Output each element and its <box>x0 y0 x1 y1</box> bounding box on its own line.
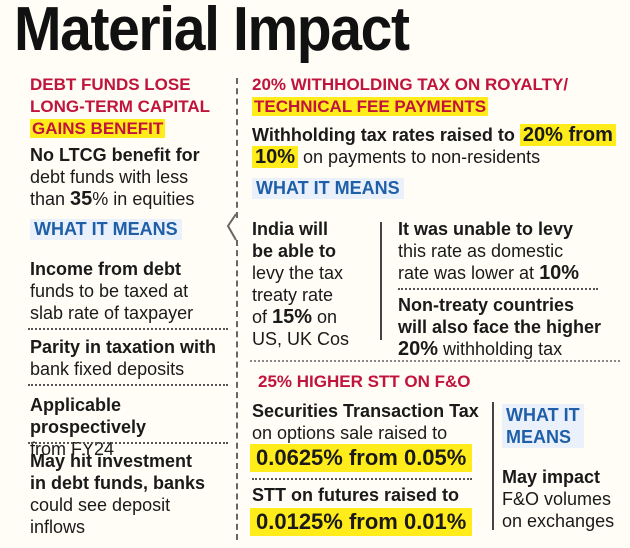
royalty-heading: 20% WITHHOLDING TAX ON ROYALTY/ TECHNICA… <box>252 75 569 116</box>
royalty-col-2b: Non-treaty countries will also face the … <box>398 295 602 360</box>
debt-point-3: Applicable prospectively from FY24 <box>30 395 147 459</box>
debt-what-it-means: WHAT IT MEANS <box>30 219 182 240</box>
divider <box>252 478 472 480</box>
column-divider <box>492 402 494 530</box>
debt-point-4: May hit investment in debt funds, banks … <box>30 451 206 537</box>
stt-futures-rate: 0.0125% from 0.01% <box>250 508 473 536</box>
column-divider <box>236 240 238 540</box>
stt-impact: May impact F&O volumes on exchanges <box>502 467 615 531</box>
stt-options: Securities Transaction Tax on options sa… <box>252 401 479 443</box>
debt-intro: No LTCG benefit for debt funds with less… <box>30 145 200 210</box>
debt-point-1: Income from debt funds to be taxed at sl… <box>30 259 194 323</box>
royalty-col-2a: It was unable to levy this rate as domes… <box>398 219 580 284</box>
column-divider <box>236 78 238 218</box>
divider <box>398 288 598 290</box>
stt-what-it-means: WHAT IT MEANS <box>502 404 584 448</box>
stt-options-rate: 0.0625% from 0.05% <box>250 444 473 472</box>
section-divider <box>250 360 620 362</box>
stt-heading: 25% HIGHER STT ON F&O <box>258 372 471 391</box>
divider <box>28 442 228 444</box>
royalty-col-1: India will be able to levy the tax treat… <box>252 219 350 349</box>
royalty-what-it-means: WHAT IT MEANS <box>252 178 404 199</box>
page-title: Material Impact <box>14 0 410 64</box>
arrow-icon <box>226 213 237 241</box>
stt-futures: STT on futures raised to <box>252 485 460 505</box>
debt-point-2: Parity in taxation with bank fixed depos… <box>30 337 217 379</box>
divider <box>28 328 228 330</box>
royalty-summary: Withholding tax rates raised to 20% from… <box>252 124 622 168</box>
column-divider <box>380 222 382 340</box>
divider <box>28 384 228 386</box>
debt-heading: DEBT FUNDS LOSE LONG-TERM CAPITAL GAINS … <box>30 75 211 138</box>
